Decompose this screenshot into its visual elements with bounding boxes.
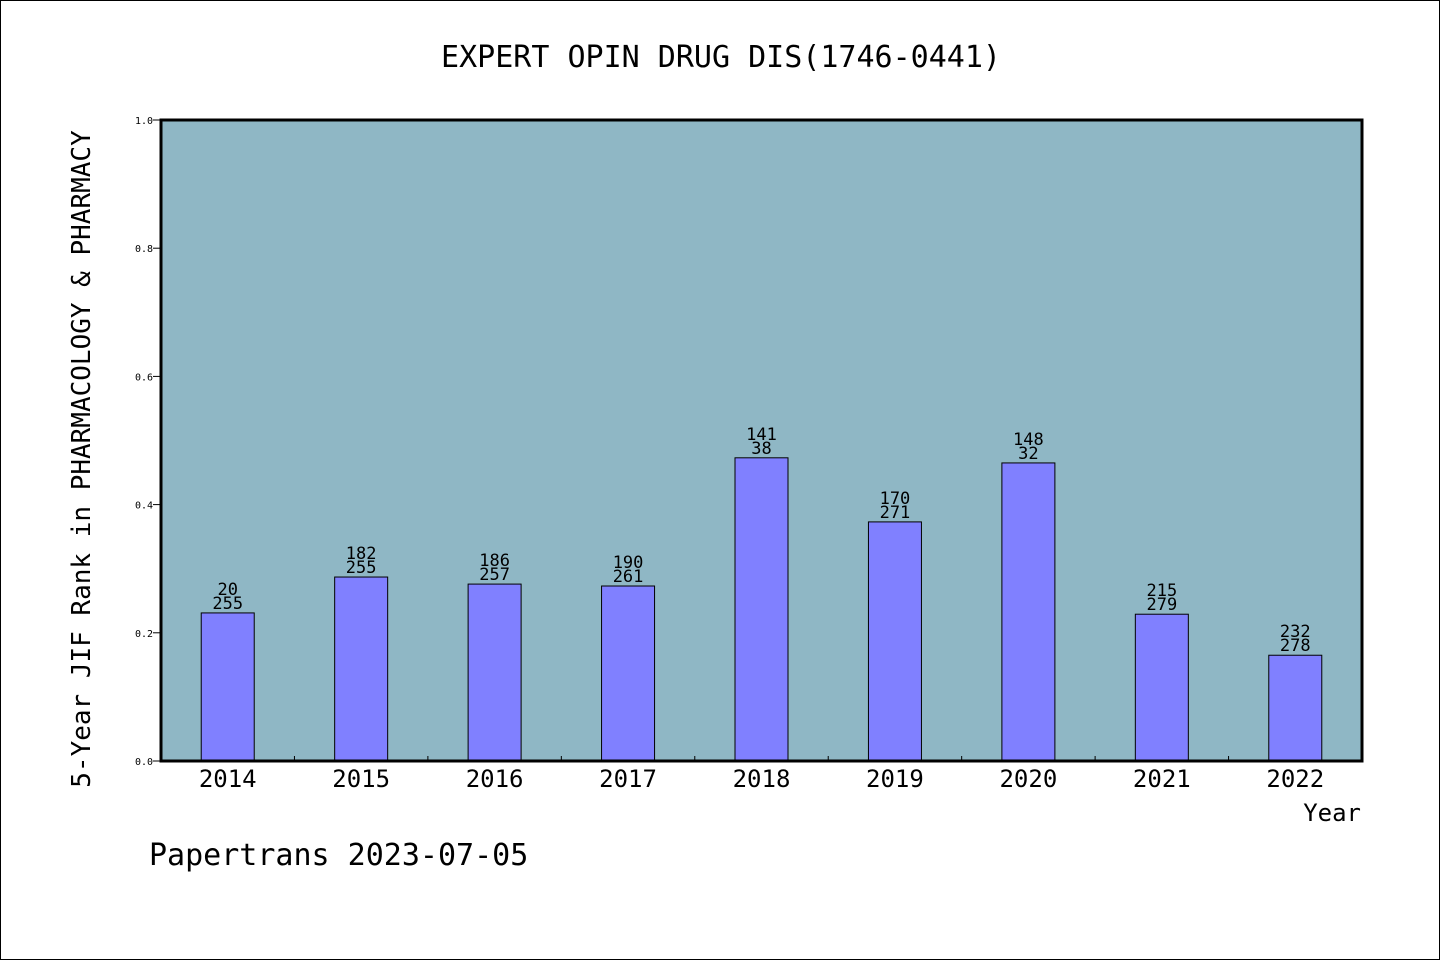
y-tick-label: 0.4	[135, 501, 153, 512]
bar-2019	[867, 521, 922, 762]
bar-label-rank: 232	[1280, 622, 1311, 642]
y-tick-label: 0.6	[135, 372, 153, 383]
bar-2015	[334, 576, 389, 762]
x-axis-label: Year	[1303, 799, 1361, 827]
bar-label-total: 271	[880, 503, 911, 523]
bar-label-total: 255	[212, 594, 243, 614]
bar-2022	[1268, 654, 1323, 762]
bar-2021	[1134, 613, 1189, 762]
bar-label-total: 257	[479, 565, 510, 585]
bar-2018	[734, 457, 789, 762]
y-tick-label: 0.2	[135, 629, 153, 640]
x-tick-label: 2017	[599, 765, 657, 793]
bar-2017	[601, 585, 656, 762]
footer-credit: Papertrans 2023-07-05	[149, 838, 528, 873]
bar-label-rank: 215	[1146, 581, 1177, 601]
x-tick-label: 2014	[199, 765, 257, 793]
chart-title: EXPERT OPIN DRUG DIS(1746-0441)	[441, 40, 1001, 75]
x-tick-label: 2021	[1133, 765, 1191, 793]
x-tick-label: 2019	[866, 765, 924, 793]
bar-label-total: 279	[1146, 595, 1177, 615]
x-tick-label: 2016	[466, 765, 524, 793]
x-tick-label: 2020	[999, 765, 1057, 793]
x-axis: 2014 2015 2016 2017 2018 2019 2020 2021 2022	[199, 756, 1324, 793]
bar-2020	[1001, 462, 1056, 762]
bar-label-total: 38	[751, 439, 771, 459]
bar-label-rank: 170	[880, 489, 911, 509]
bar-label-rank: 182	[346, 544, 377, 564]
bar-label-rank: 148	[1013, 430, 1044, 450]
x-tick-label: 2022	[1266, 765, 1324, 793]
bar-label-rank: 190	[613, 553, 644, 573]
bar-label-total: 32	[1018, 444, 1038, 464]
bar-2014	[200, 612, 255, 762]
bar-label-total: 261	[613, 567, 644, 587]
y-tick-label: 0.8	[135, 244, 153, 255]
bar-label-rank: 141	[746, 425, 777, 445]
y-axis-label: 5-Year JIF Rank in PHARMACOLOGY & PHARMA…	[67, 130, 97, 788]
y-tick-label: 0.0	[135, 757, 153, 768]
x-tick-label: 2015	[332, 765, 390, 793]
y-tick-label: 1.0	[135, 116, 153, 127]
x-tick-label: 2018	[733, 765, 791, 793]
plot-border	[159, 118, 1364, 763]
bar-label-rank: 20	[217, 580, 237, 600]
bar-label-total: 278	[1280, 636, 1311, 656]
y-axis: 0.0 0.2 0.4 0.6 0.8 1.0	[135, 116, 161, 768]
bar-label-total: 255	[346, 558, 377, 578]
bar-2016	[467, 583, 522, 762]
bar-label-rank: 186	[479, 551, 510, 571]
